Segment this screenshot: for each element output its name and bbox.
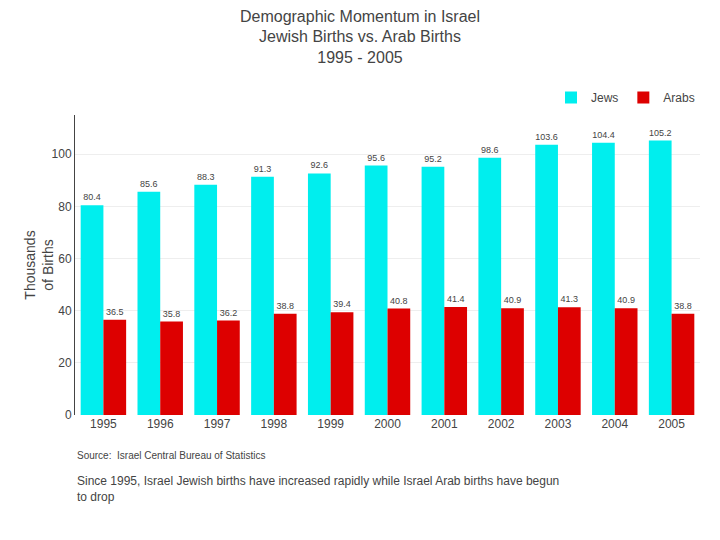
svg-text:105.2: 105.2 [649, 128, 672, 138]
svg-text:1997: 1997 [204, 417, 231, 431]
svg-text:40.8: 40.8 [390, 296, 408, 306]
svg-text:2005: 2005 [658, 417, 685, 431]
svg-text:95.6: 95.6 [367, 153, 385, 163]
svg-text:1995: 1995 [90, 417, 117, 431]
svg-text:104.4: 104.4 [592, 130, 615, 140]
svg-text:91.3: 91.3 [254, 164, 272, 174]
svg-text:Thousandsof Births: Thousandsof Births [22, 230, 56, 299]
svg-text:Source: Israel Central Bureau: Source: Israel Central Bureau of Statist… [77, 450, 265, 461]
svg-text:85.6: 85.6 [140, 179, 158, 189]
svg-text:1998: 1998 [261, 417, 288, 431]
svg-text:2001: 2001 [431, 417, 458, 431]
svg-text:Demographic Momentum in Israel: Demographic Momentum in IsraelJewish Bir… [240, 8, 480, 67]
svg-text:1996: 1996 [147, 417, 174, 431]
svg-text:35.8: 35.8 [163, 309, 181, 319]
svg-text:38.8: 38.8 [276, 301, 294, 311]
svg-text:40.9: 40.9 [504, 295, 522, 305]
svg-text:Jews: Jews [591, 91, 618, 105]
svg-text:2000: 2000 [374, 417, 401, 431]
svg-text:Arabs: Arabs [663, 91, 694, 105]
svg-text:40.9: 40.9 [617, 295, 635, 305]
svg-text:88.3: 88.3 [197, 172, 215, 182]
svg-text:80.4: 80.4 [83, 192, 101, 202]
svg-text:40: 40 [58, 304, 72, 318]
svg-text:36.2: 36.2 [220, 308, 238, 318]
svg-text:36.5: 36.5 [106, 307, 124, 317]
svg-text:20: 20 [58, 356, 72, 370]
svg-text:60: 60 [58, 252, 72, 266]
svg-text:2004: 2004 [601, 417, 628, 431]
svg-text:0: 0 [65, 408, 72, 422]
svg-text:98.6: 98.6 [481, 145, 499, 155]
svg-text:1999: 1999 [317, 417, 344, 431]
svg-text:95.2: 95.2 [424, 154, 442, 164]
svg-text:41.4: 41.4 [447, 294, 465, 304]
svg-text:92.6: 92.6 [311, 160, 329, 170]
svg-text:41.3: 41.3 [561, 294, 579, 304]
svg-text:2002: 2002 [488, 417, 515, 431]
svg-text:2003: 2003 [545, 417, 572, 431]
svg-text:80: 80 [58, 200, 72, 214]
svg-text:103.6: 103.6 [535, 132, 558, 142]
svg-text:38.8: 38.8 [674, 301, 692, 311]
svg-text:Since 1995, Israel Jewish birt: Since 1995, Israel Jewish births have in… [77, 474, 559, 504]
svg-text:39.4: 39.4 [333, 299, 351, 309]
svg-text:100: 100 [52, 147, 72, 161]
